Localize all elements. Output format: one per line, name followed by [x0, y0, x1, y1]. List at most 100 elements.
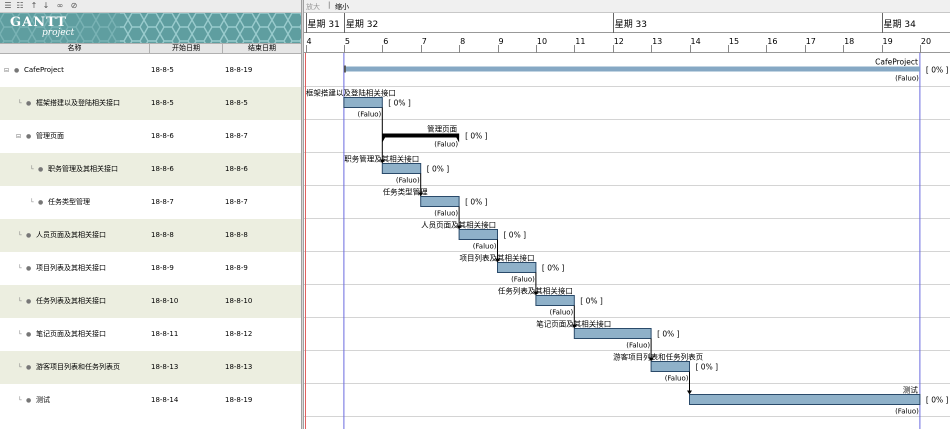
summary-bar-right-cap: [454, 133, 460, 143]
bar-percent: [ 0% ]: [696, 363, 719, 372]
task-start-date[interactable]: 18-8-11: [151, 330, 179, 338]
bar-resource: (Faluo): [895, 408, 919, 416]
task-bar[interactable]: [573, 328, 652, 339]
task-end-date[interactable]: 18-8-10: [225, 297, 253, 305]
task-end-date[interactable]: 18-8-9: [225, 264, 248, 272]
task-end-date[interactable]: 18-8-7: [225, 132, 248, 140]
task-start-date[interactable]: 18-8-6: [151, 165, 174, 173]
task-start-date[interactable]: 18-8-10: [151, 297, 179, 305]
day-label: 4: [306, 37, 312, 46]
task-start-date[interactable]: 18-8-13: [151, 363, 179, 371]
task-bar[interactable]: [458, 229, 499, 240]
task-row[interactable]: └ ● 任务类型管理 18-8-7 18-8-7: [0, 186, 301, 219]
outdent-icon[interactable]: ☷: [16, 1, 24, 10]
week-divider: [343, 13, 345, 33]
summary-bar[interactable]: [382, 133, 460, 138]
week-divider: [881, 13, 883, 33]
link-icon[interactable]: ∞: [56, 1, 64, 10]
task-end-date[interactable]: 18-8-6: [225, 165, 248, 173]
task-bar[interactable]: [689, 394, 921, 405]
task-row[interactable]: ⊟ ● 管理页面 18-8-6 18-8-7: [0, 120, 301, 153]
bar-percent: [ 0% ]: [427, 165, 450, 174]
task-node-icon: ●: [14, 67, 20, 74]
down-arrow-icon[interactable]: ↓: [42, 1, 50, 10]
unlink-icon[interactable]: ⊘: [70, 1, 78, 10]
dependency-arrowhead: [495, 258, 500, 263]
day-tick: [612, 45, 614, 53]
column-header-name[interactable]: 名称: [0, 44, 150, 53]
collapse-icon[interactable]: ⊟: [16, 133, 22, 140]
task-name[interactable]: 职务管理及其相关接口: [48, 165, 118, 173]
bar-label: 测试: [903, 385, 918, 395]
task-name[interactable]: 任务列表及其相关接口: [36, 297, 106, 305]
dependency-arrowhead: [687, 390, 692, 395]
task-end-date[interactable]: 18-8-7: [225, 198, 248, 206]
bar-resource: (Faluo): [665, 375, 689, 383]
column-header-start[interactable]: 开始日期: [150, 44, 223, 53]
task-bar[interactable]: [535, 295, 575, 306]
task-bar[interactable]: [497, 262, 537, 273]
task-row[interactable]: └ ● 框架搭建以及登陆相关接口 18-8-5 18-8-5: [0, 87, 301, 120]
task-start-date[interactable]: 18-8-14: [151, 396, 179, 404]
task-start-date[interactable]: 18-8-8: [151, 231, 174, 239]
week-label: 星期 34: [883, 20, 916, 30]
dependency-arrowhead: [533, 291, 539, 296]
indent-icon[interactable]: ☰: [4, 1, 12, 10]
task-end-date[interactable]: 18-8-13: [225, 363, 253, 371]
task-row[interactable]: └ ● 职务管理及其相关接口 18-8-6 18-8-6: [0, 153, 301, 186]
task-start-date[interactable]: 18-8-5: [151, 66, 174, 74]
task-name[interactable]: 任务类型管理: [48, 198, 90, 206]
task-end-date[interactable]: 18-8-12: [225, 330, 253, 338]
task-name[interactable]: 测试: [36, 396, 50, 404]
task-row[interactable]: └ ● 项目列表及其相关接口 18-8-9 18-8-9: [0, 252, 301, 285]
task-start-date[interactable]: 18-8-9: [151, 264, 174, 272]
day-tick: [420, 45, 422, 53]
day-label: 8: [460, 37, 466, 46]
task-name[interactable]: 笔记页面及其相关接口: [36, 330, 106, 338]
task-bar[interactable]: [650, 361, 691, 372]
task-name[interactable]: 游客项目列表和任务列表页: [36, 363, 120, 371]
day-tick: [689, 45, 691, 53]
task-bar[interactable]: [343, 97, 383, 108]
project-bar-cap: [343, 65, 346, 73]
bar-percent: [ 0% ]: [465, 132, 488, 141]
task-row[interactable]: └ ● 任务列表及其相关接口 18-8-10 18-8-10: [0, 285, 301, 318]
task-row[interactable]: └ ● 测试 18-8-14 18-8-19: [0, 384, 301, 417]
column-header-end[interactable]: 结束日期: [248, 44, 276, 52]
task-row[interactable]: └ ● 人员页面及其相关接口 18-8-8 18-8-8: [0, 219, 301, 252]
task-start-date[interactable]: 18-8-5: [151, 99, 174, 107]
task-start-date[interactable]: 18-8-7: [151, 198, 174, 206]
week-header: 星期 31 星期 32 星期 33 星期 34: [304, 13, 950, 33]
day-label: 11: [575, 37, 586, 46]
panel-splitter[interactable]: [301, 0, 304, 429]
task-name[interactable]: 人员页面及其相关接口: [36, 231, 106, 239]
gantt-chart: CafeProject [ 0% ] (Faluo) 框架搭建以及登陆相关接口 [ 0%…: [304, 53, 950, 429]
task-row[interactable]: ⊟ ● CafeProject 18-8-5 18-8-19: [0, 54, 301, 87]
up-arrow-icon[interactable]: ↑: [30, 1, 38, 10]
task-start-date[interactable]: 18-8-6: [151, 132, 174, 140]
bar-label: CafeProject: [875, 58, 918, 67]
zoom-in-button[interactable]: 放大: [306, 3, 320, 11]
day-label: 16: [767, 37, 778, 46]
tree-branch-icon: └: [30, 199, 34, 206]
task-end-date[interactable]: 18-8-5: [225, 99, 248, 107]
task-end-date[interactable]: 18-8-19: [225, 66, 253, 74]
summary-bar-left-cap: [382, 133, 388, 143]
day-tick: [766, 45, 768, 53]
task-row[interactable]: └ ● 游客项目列表和任务列表页 18-8-13 18-8-13: [0, 351, 301, 384]
logo-text: GANTT: [10, 15, 67, 30]
task-bar[interactable]: [381, 163, 422, 174]
task-bar[interactable]: [420, 196, 460, 207]
project-bar[interactable]: [343, 66, 920, 72]
collapse-icon[interactable]: ⊟: [4, 67, 10, 74]
task-row[interactable]: └ ● 笔记页面及其相关接口 18-8-11 18-8-12: [0, 318, 301, 351]
task-end-date[interactable]: 18-8-19: [225, 396, 253, 404]
task-end-date[interactable]: 18-8-8: [225, 231, 248, 239]
task-name[interactable]: CafeProject: [24, 66, 64, 74]
bar-label: 框架搭建以及登陆相关接口: [306, 88, 396, 98]
zoom-out-button[interactable]: 缩小: [335, 3, 349, 11]
task-name[interactable]: 项目列表及其相关接口: [36, 264, 106, 272]
bar-percent: [ 0% ]: [926, 396, 949, 405]
task-name[interactable]: 管理页面: [36, 132, 64, 140]
task-name[interactable]: 框架搭建以及登陆相关接口: [36, 99, 120, 107]
